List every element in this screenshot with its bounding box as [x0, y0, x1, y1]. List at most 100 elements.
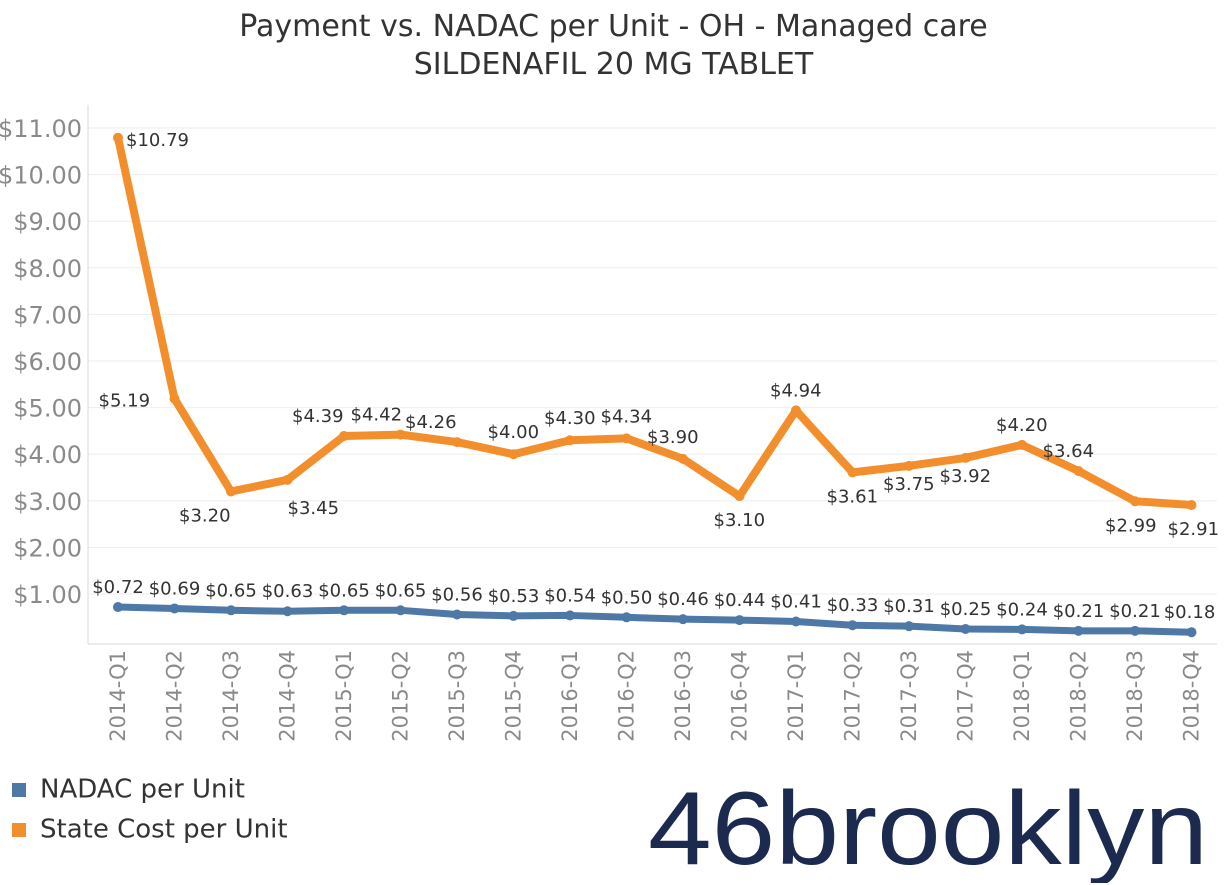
- data-point: [678, 614, 688, 625]
- data-point: [904, 621, 914, 632]
- y-tick-label: $4.00: [13, 441, 82, 469]
- y-tick-label: $2.00: [13, 534, 82, 562]
- data-point: [452, 437, 462, 448]
- x-tick-label: 2016-Q2: [615, 650, 639, 742]
- data-point: [1073, 625, 1084, 636]
- x-tick-label: 2016-Q3: [671, 650, 695, 742]
- x-tick-label: 2015-Q3: [445, 650, 469, 742]
- data-label: $0.54: [544, 585, 596, 606]
- data-point: [113, 132, 123, 143]
- data-point: [1017, 624, 1027, 635]
- y-tick-label: $10.00: [0, 162, 82, 190]
- y-tick-label: $6.00: [13, 348, 82, 376]
- data-point: [226, 605, 236, 616]
- data-point: [169, 393, 180, 404]
- data-label: $0.63: [262, 581, 314, 602]
- data-point: [282, 606, 293, 617]
- legend-swatch-nadac: [12, 782, 26, 797]
- data-label: $3.61: [827, 486, 879, 507]
- x-tick-label: 2014-Q2: [163, 650, 187, 742]
- data-label: $4.26: [405, 412, 457, 433]
- data-point: [1186, 499, 1197, 510]
- x-tick-label: 2017-Q4: [954, 650, 978, 742]
- data-label: $3.92: [940, 466, 992, 487]
- series-line-state-cost: [114, 133, 1196, 509]
- data-point: [282, 474, 293, 485]
- data-label: $4.30: [544, 408, 596, 429]
- data-point: [508, 449, 519, 460]
- legend-item-state-cost[interactable]: State Cost per Unit: [12, 814, 288, 845]
- data-label: $3.64: [1043, 441, 1095, 462]
- data-label: $4.39: [292, 406, 344, 427]
- data-label: $0.53: [488, 586, 540, 607]
- data-point: [960, 623, 971, 634]
- data-label: $0.33: [827, 595, 879, 616]
- data-point: [113, 602, 123, 613]
- data-point: [1130, 496, 1140, 507]
- data-label: $0.25: [940, 599, 992, 620]
- legend-label-nadac: NADAC per Unit: [40, 774, 245, 805]
- data-label: $4.42: [351, 405, 403, 426]
- data-label: $0.18: [1164, 602, 1216, 623]
- x-axis: 2014-Q1 2014-Q2 2014-Q3 2014-Q4 2015-Q1 2015-…: [88, 643, 1217, 742]
- data-point: [791, 616, 801, 627]
- data-point: [847, 620, 858, 631]
- data-label: $4.20: [996, 415, 1048, 436]
- data-label: $0.65: [205, 580, 257, 601]
- data-point: [621, 433, 632, 444]
- y-tick-label: $1.00: [13, 581, 82, 609]
- series-line-nadac: [114, 603, 1195, 636]
- data-point: [226, 486, 236, 497]
- chart-title-line: Payment vs. NADAC per Unit - OH - Manage…: [239, 9, 988, 44]
- data-label: $0.21: [1109, 601, 1161, 622]
- x-tick-label: 2018-Q3: [1123, 650, 1147, 742]
- x-tick-label: 2015-Q1: [332, 650, 356, 742]
- data-label: $5.19: [99, 391, 151, 412]
- x-tick-label: 2016-Q1: [558, 650, 582, 742]
- data-point: [1017, 439, 1027, 450]
- data-point: [339, 431, 349, 442]
- chart-subtitle: SILDENAFIL 20 MG TABLET: [413, 47, 814, 82]
- data-point: [1130, 625, 1140, 636]
- data-point: [452, 609, 462, 620]
- x-tick-label: 2017-Q1: [784, 650, 808, 742]
- data-label: $0.21: [1053, 601, 1105, 622]
- data-point: [904, 460, 914, 471]
- data-label: $4.34: [601, 406, 653, 427]
- brand-logo: 46brooklyn: [648, 771, 1208, 883]
- logo-wordmark: 46brooklyn: [648, 771, 1208, 883]
- data-label: $3.90: [647, 427, 699, 448]
- y-tick-label: $11.00: [0, 115, 82, 143]
- data-point: [508, 610, 519, 621]
- x-tick-label: 2017-Q3: [897, 650, 921, 742]
- data-point: [565, 610, 575, 621]
- data-label: $3.10: [714, 510, 766, 531]
- data-point: [565, 435, 575, 446]
- x-tick-label: 2018-Q2: [1067, 650, 1091, 742]
- data-label: $0.44: [714, 590, 766, 611]
- data-point: [960, 452, 971, 463]
- data-point: [1073, 465, 1084, 476]
- data-point: [1186, 627, 1197, 638]
- x-tick-label: 2017-Q2: [841, 650, 865, 742]
- data-label: $3.75: [883, 474, 935, 495]
- data-label: $0.46: [657, 589, 709, 610]
- chart-title: Payment vs. NADAC per Unit - OH - Manage…: [0, 8, 1227, 84]
- gridlines: [88, 127, 1217, 595]
- data-label: $2.91: [1168, 519, 1220, 540]
- y-tick-label: $8.00: [13, 255, 82, 283]
- legend-label-state-cost: State Cost per Unit: [40, 814, 288, 845]
- x-tick-label: 2015-Q4: [502, 650, 526, 742]
- data-point: [169, 603, 180, 614]
- x-tick-label: 2014-Q1: [106, 650, 130, 742]
- series-lines: [113, 132, 1197, 638]
- data-label: $4.00: [488, 422, 540, 443]
- data-label: $4.94: [770, 380, 822, 401]
- legend-item-nadac[interactable]: NADAC per Unit: [12, 774, 245, 805]
- data-point: [339, 605, 349, 616]
- data-label: $0.65: [318, 580, 370, 601]
- data-label: $0.31: [883, 596, 935, 617]
- data-label: $0.24: [996, 599, 1048, 620]
- x-tick-label: 2016-Q4: [728, 650, 752, 742]
- data-label: $3.45: [288, 498, 340, 519]
